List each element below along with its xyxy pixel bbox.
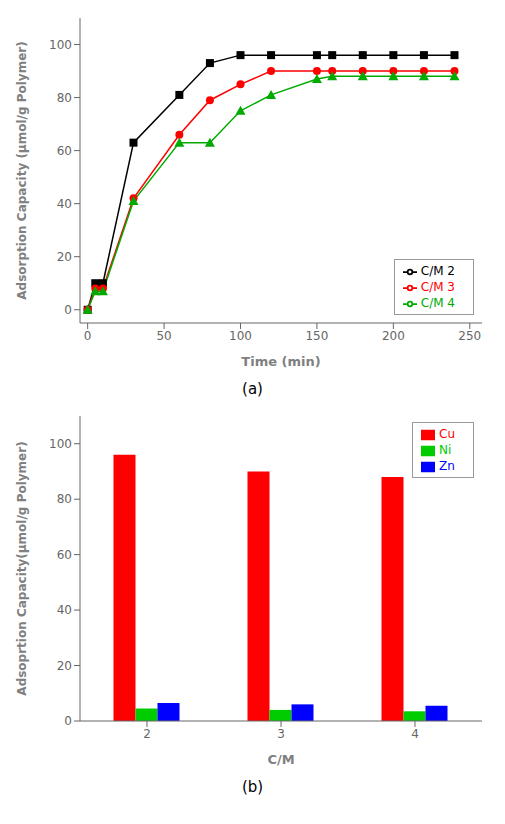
svg-text:20: 20 [57,659,72,673]
html-text:(b): (b) [241,778,264,796]
svg-text:4: 4 [411,727,419,741]
html-text:C/M 2: C/M 2 [420,264,455,278]
html-text:(a): (a) [242,380,263,398]
html-text:Zn: Zn [439,459,455,473]
svg-text:250: 250 [458,329,481,343]
svg-text:0: 0 [84,329,92,343]
svg-text:150: 150 [305,329,328,343]
svg-text:Time (min): Time (min) [241,354,320,369]
svg-text:100: 100 [49,38,72,52]
html-text:C/M 4: C/M 4 [420,296,455,310]
svg-text:200: 200 [382,329,405,343]
html-text:C/M 3: C/M 3 [420,280,455,294]
svg-text:100: 100 [229,329,252,343]
svg-text:50: 50 [156,329,171,343]
svg-text:40: 40 [57,603,72,617]
svg-text:0: 0 [64,714,72,728]
svg-text:80: 80 [57,91,72,105]
svg-text:0: 0 [64,303,72,317]
html-text:Ni: Ni [439,443,452,457]
svg-text:60: 60 [57,548,72,562]
html-text:Cu: Cu [439,427,455,441]
svg-text:3: 3 [277,727,285,741]
svg-text:60: 60 [57,144,72,158]
svg-text:Adsoprtion Capacity(μmol/g Pol: Adsoprtion Capacity(μmol/g Polymer) [15,441,29,695]
svg-text:100: 100 [49,437,72,451]
svg-text:80: 80 [57,492,72,506]
svg-text:C/M: C/M [267,752,294,767]
svg-text:20: 20 [57,250,72,264]
svg-text:40: 40 [57,197,72,211]
svg-text:Adsorption Capacity (μmol/g Po: Adsorption Capacity (μmol/g Polymer) [15,41,29,300]
svg-text:2: 2 [143,727,151,741]
